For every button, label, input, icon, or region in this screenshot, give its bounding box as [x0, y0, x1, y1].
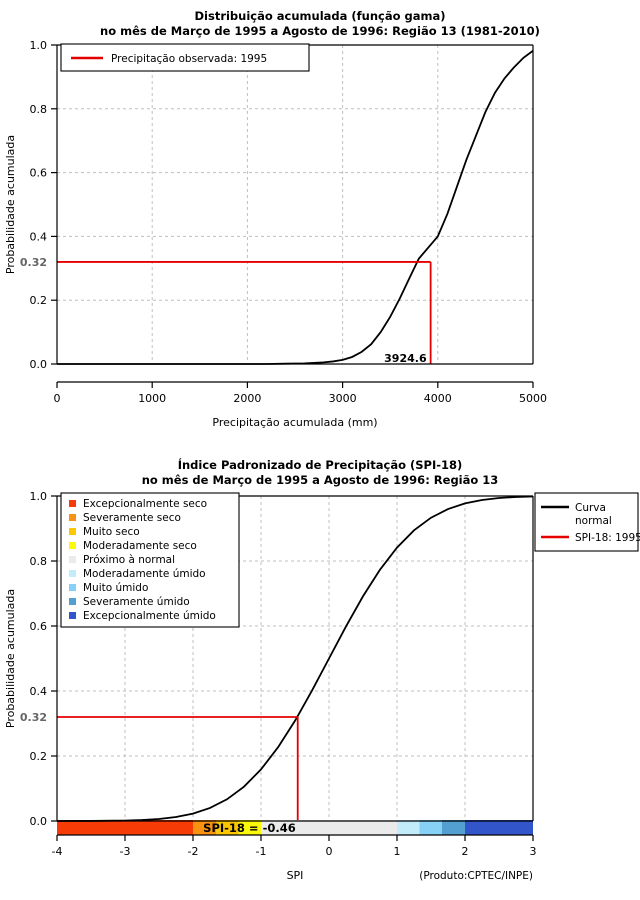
x-tick-label: 4000: [424, 392, 452, 405]
x-tick-label: 5000: [519, 392, 547, 405]
x-tick-label: 1: [394, 845, 401, 858]
legend-label: Precipitação observada: 1995: [111, 53, 267, 65]
spi-value-label: SPI-18 = -0.46: [203, 821, 296, 835]
category-swatch: [69, 542, 76, 549]
colorbar-segment: [57, 820, 193, 835]
curve-legend-label: SPI-18: 1995: [575, 532, 640, 544]
top-chart-legend: Precipitação observada: 1995: [60, 43, 310, 72]
spi-category-legend: Excepcionalmente seco Severamente seco Mui…: [60, 492, 240, 628]
normal-cdf-curve: [56, 495, 534, 822]
colorbar-segment: [419, 820, 442, 835]
category-swatch: [69, 514, 76, 521]
x-tick-label: 3: [530, 845, 537, 858]
highlight-x-label: 3924.6: [384, 352, 427, 365]
y-tick-label: 0.0: [30, 358, 48, 371]
gamma-cdf-curve: [57, 50, 534, 365]
x-axis-title: SPI: [287, 869, 304, 882]
bottom-chart-title-line2: no mês de Março de 1995 a Agosto de 1996…: [141, 473, 499, 487]
bottom-plot-group: 0.0 0.2 0.4 0.6 0.8 1.0 0.32 -4 -3 -2 -1 0 1 2 3 SPI-18…: [4, 490, 640, 882]
y-axis-title: Probabilidade acumulada: [4, 135, 17, 274]
category-legend-label: Muito seco: [83, 526, 140, 538]
top-plot-group: 0.0 0.2 0.4 0.6 0.8 1.0 0.32 0 1000 2000 3000 4000 5…: [4, 39, 547, 429]
x-tick-label: 2000: [233, 392, 261, 405]
category-legend-label: Excepcionalmente seco: [83, 498, 207, 510]
colorbar-segment: [193, 820, 217, 835]
highlight-y-label: 0.32: [20, 711, 47, 724]
x-axis-title: Precipitação acumulada (mm): [212, 416, 377, 429]
colorbar-segment: [238, 820, 261, 835]
y-tick-label: 1.0: [30, 490, 48, 503]
colorbar-segment: [397, 820, 420, 835]
spi-normal-panel: Índice Padronizado de Precipitação (SPI-…: [0, 450, 640, 900]
y-tick-label: 0.8: [30, 555, 48, 568]
colorbar-segment: [216, 820, 239, 835]
cumulative-gamma-chart: 0.0 0.2 0.4 0.6 0.8 1.0 0.32 0 1000 2000 3000 4000 5…: [4, 39, 547, 429]
x-tick-label: -4: [52, 845, 63, 858]
category-swatch: [69, 556, 76, 563]
y-axis-title: Probabilidade acumulada: [4, 589, 17, 728]
category-legend-label: Excepcionalmente úmido: [83, 610, 216, 622]
category-swatch: [69, 500, 76, 507]
top-chart-title: Distribuição acumulada (função gama) no …: [0, 0, 640, 39]
colorbar-segment: [441, 820, 465, 835]
bottom-chart-title-line1: Índice Padronizado de Precipitação (SPI-…: [177, 458, 463, 472]
cumulative-gamma-panel: Distribuição acumulada (função gama) no …: [0, 0, 640, 429]
category-swatch: [69, 584, 76, 591]
y-tick-label: 0.0: [30, 815, 48, 828]
category-swatch: [69, 612, 76, 619]
x-tick-label: 0: [54, 392, 61, 405]
curve-legend-label: Curva: [575, 502, 606, 514]
category-legend-label: Próximo à normal: [83, 554, 175, 566]
category-legend-label: Moderadamente seco: [83, 540, 197, 552]
category-legend-background: [60, 492, 240, 628]
category-legend-label: Severamente seco: [83, 512, 181, 524]
x-tick-label: -1: [256, 845, 267, 858]
colorbar-segment: [261, 820, 397, 835]
category-swatch: [69, 528, 76, 535]
x-tick-label: -3: [120, 845, 131, 858]
spi-category-colorbar: [57, 820, 533, 835]
product-footer: (Produto:CPTEC/INPE): [419, 870, 533, 882]
y-tick-label: 0.4: [30, 230, 48, 243]
y-tick-label: 0.6: [30, 620, 48, 633]
y-tick-label: 0.8: [30, 103, 48, 116]
y-tick-label: 0.4: [30, 685, 48, 698]
curve-legend-label: normal: [575, 515, 612, 527]
top-chart-title-line1: Distribuição acumulada (função gama): [194, 9, 446, 23]
y-tick-label: 1.0: [30, 39, 48, 52]
category-legend-label: Muito úmido: [83, 582, 148, 594]
y-tick-label: 0.6: [30, 167, 48, 180]
y-tick-label: 0.2: [30, 750, 48, 763]
x-tick-label: 3000: [329, 392, 357, 405]
curve-legend-background: [534, 492, 639, 552]
x-tick-label: 1000: [138, 392, 166, 405]
category-legend-label: Severamente úmido: [83, 596, 190, 608]
highlight-y-label: 0.32: [20, 256, 47, 269]
spi-normal-chart: 0.0 0.2 0.4 0.6 0.8 1.0 0.32 -4 -3 -2 -1 0 1 2 3 SPI-18…: [4, 490, 640, 882]
x-tick-label: 2: [462, 845, 469, 858]
x-tick-label: 0: [326, 845, 333, 858]
colorbar-segment: [465, 820, 533, 835]
category-swatch: [69, 598, 76, 605]
y-tick-label: 0.2: [30, 294, 48, 307]
top-chart-title-line2: no mês de Março de 1995 a Agosto de 1996…: [100, 24, 540, 38]
x-tick-label: -2: [188, 845, 199, 858]
category-swatch: [69, 570, 76, 577]
category-legend-label: Moderadamente úmido: [83, 568, 206, 580]
bottom-chart-title: Índice Padronizado de Precipitação (SPI-…: [0, 450, 640, 488]
